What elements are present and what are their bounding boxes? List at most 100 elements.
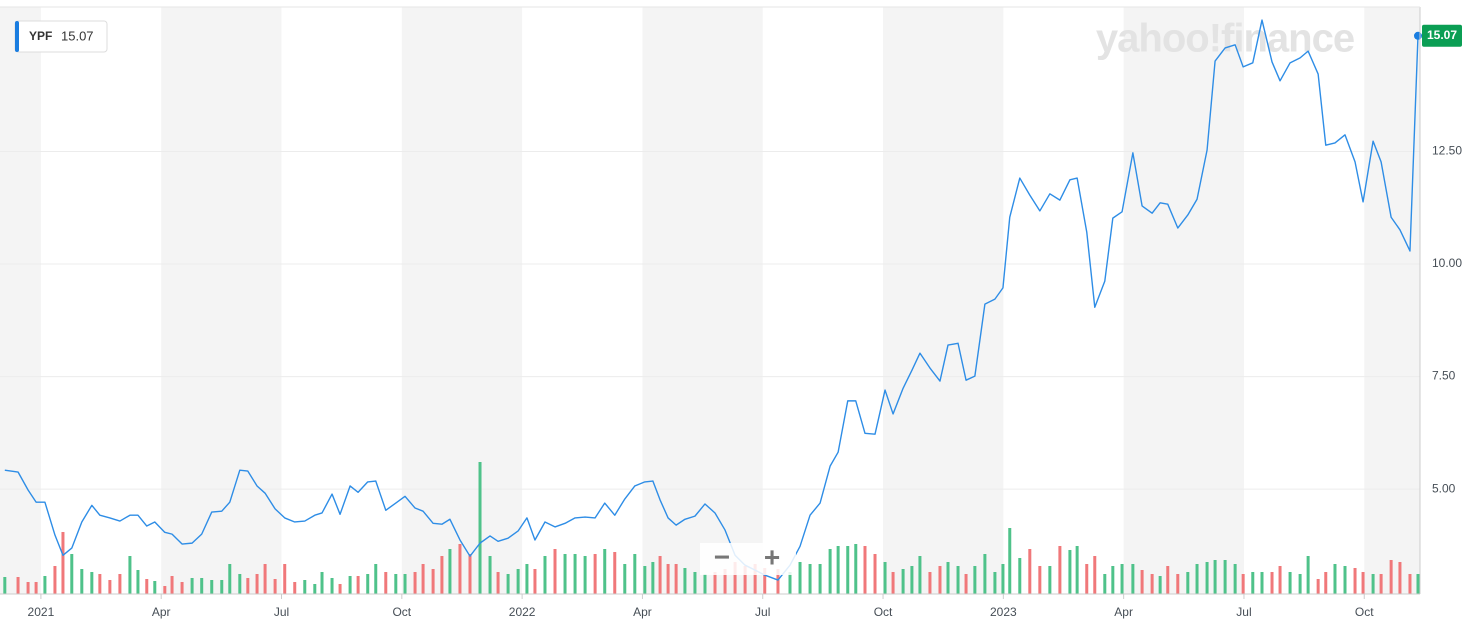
volume-bar: [210, 580, 214, 594]
volume-bar: [713, 572, 717, 594]
volume-bar: [170, 576, 174, 594]
volume-bar: [525, 564, 529, 594]
volume-bar: [356, 576, 360, 594]
x-tick-label: Jul: [274, 605, 289, 619]
volume-bar: [403, 574, 407, 594]
volume-bar: [818, 564, 822, 594]
volume-bar: [180, 582, 184, 594]
plot: 15.07: [4, 19, 1462, 581]
volume-bar: [53, 566, 57, 594]
volume-bar: [573, 554, 577, 594]
volume-bar: [973, 566, 977, 594]
zoom-out-button[interactable]: −: [714, 541, 730, 572]
volume-bar: [431, 569, 435, 594]
legend: YPF 15.07: [14, 20, 108, 53]
x-tick-label: 2023: [990, 605, 1017, 619]
volume-bar: [136, 570, 140, 594]
volume-bar: [108, 580, 112, 594]
volume-bar: [1018, 558, 1022, 594]
volume-bar: [743, 566, 747, 594]
volume-bar: [348, 576, 352, 594]
volume-bar: [80, 569, 84, 594]
legend-swatch: [15, 21, 19, 52]
volume-bar: [145, 579, 149, 594]
volume-bar: [1316, 579, 1320, 594]
volume-bar: [394, 574, 398, 594]
volume-bar: [440, 556, 444, 594]
volume-bar: [1103, 574, 1107, 594]
volume-bar: [928, 572, 932, 594]
volume-bar: [1343, 566, 1347, 594]
volume-bar: [1251, 572, 1255, 594]
volume-bar: [1333, 564, 1337, 594]
volume-bar: [846, 546, 850, 594]
x-tick-label: Jul: [1236, 605, 1251, 619]
volume-bar: [563, 554, 567, 594]
x-tick-label: Jul: [755, 605, 770, 619]
last-price-badge: [1422, 24, 1462, 47]
ticks: 2021 Apr Jul Oct 2022 Apr Jul Oct 2023 Apr Jul Oct 5…: [28, 144, 1463, 620]
volume-bar: [1075, 546, 1079, 594]
last-point: [1413, 31, 1422, 40]
x-tick-label: Oct: [1355, 605, 1374, 619]
volume-bar: [993, 572, 997, 594]
volume-bar: [478, 462, 482, 594]
volume-bar: [901, 569, 905, 594]
volume-bar: [693, 572, 697, 594]
y-tick-label: 10.00: [1432, 256, 1462, 270]
volume-bar: [808, 564, 812, 594]
y-tick-label: 5.00: [1432, 481, 1456, 495]
x-tick-label: Oct: [874, 605, 893, 619]
band: [0, 7, 41, 594]
volume-bar: [516, 569, 520, 594]
volume-bar: [163, 586, 167, 594]
x-tick-label: Apr: [152, 605, 171, 619]
volume-bar: [506, 574, 510, 594]
volume-bar: [1233, 564, 1237, 594]
volume-bar: [883, 562, 887, 594]
volume-bar: [1416, 574, 1420, 594]
volume-bar: [413, 572, 417, 594]
volume-bar: [1120, 564, 1124, 594]
band: [401, 7, 523, 594]
volume-bar: [964, 574, 968, 594]
volume-bar: [263, 564, 267, 594]
volume-bar: [1176, 574, 1180, 594]
volume-bar: [1371, 574, 1375, 594]
volume-bar: [946, 562, 950, 594]
volume-bar: [798, 562, 802, 594]
volume-bar: [863, 546, 867, 594]
volume-bar: [910, 566, 914, 594]
volume-bar: [1389, 560, 1393, 594]
x-tick-label: 2021: [28, 605, 55, 619]
volume-bar: [854, 544, 858, 594]
volume-bar: [421, 564, 425, 594]
y-tick-label: 7.50: [1432, 369, 1456, 383]
volume-bar: [293, 582, 297, 594]
volume-bar: [956, 566, 960, 594]
watermark: yahoo!finance: [1096, 17, 1354, 61]
volume-bar: [303, 580, 307, 594]
volume-bar: [836, 546, 840, 594]
volume-bar: [458, 544, 462, 594]
band: [1364, 7, 1420, 594]
volume-bar: [776, 569, 780, 594]
volume-bar: [1398, 562, 1402, 594]
volume-bar: [228, 564, 232, 594]
volume-bar: [1298, 574, 1302, 594]
volume-bar: [273, 579, 277, 594]
volume-bar: [1158, 576, 1162, 594]
grid: [0, 150, 1420, 490]
volume-bar: [238, 574, 242, 594]
volume-bar: [1353, 568, 1357, 594]
last-price-label: 15.07: [1427, 28, 1457, 42]
bands: [0, 7, 1420, 594]
volume-bar: [330, 578, 334, 594]
volume-bar: [1195, 564, 1199, 594]
volume-bar: [255, 574, 259, 594]
volume-bar: [1260, 572, 1264, 594]
y-tick-label: 12.50: [1432, 144, 1462, 158]
zoom-in-button[interactable]: +: [764, 541, 780, 572]
band: [1123, 7, 1244, 594]
